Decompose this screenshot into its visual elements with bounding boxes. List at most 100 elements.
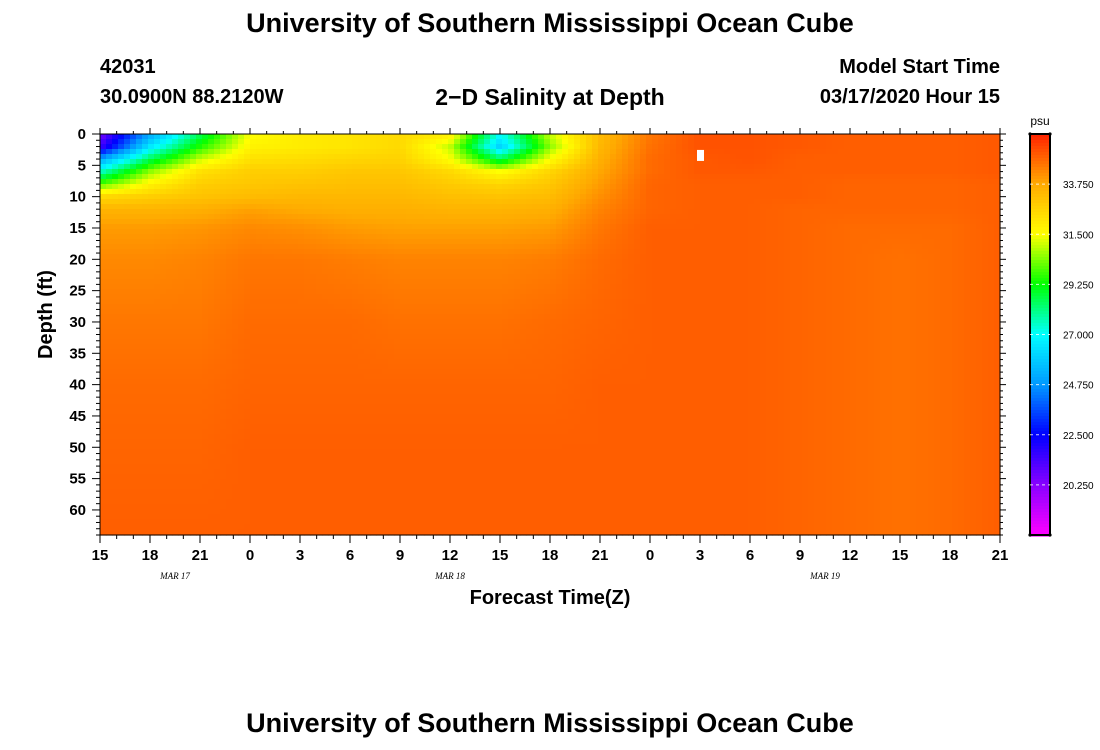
heatmap-cell — [388, 444, 395, 450]
heatmap-cell — [280, 389, 287, 395]
heatmap-cell — [268, 414, 275, 420]
heatmap-cell — [310, 404, 317, 410]
heatmap-cell — [112, 369, 119, 375]
heatmap-cell — [136, 454, 143, 460]
heatmap-cell — [316, 244, 323, 250]
heatmap-cell — [232, 509, 239, 515]
heatmap-cell — [298, 399, 305, 405]
heatmap-cell — [190, 269, 197, 275]
heatmap-cell — [160, 399, 167, 405]
heatmap-cell — [244, 489, 251, 495]
heatmap-cell — [214, 294, 221, 300]
heatmap-cell — [286, 439, 293, 445]
heatmap-cell — [148, 134, 155, 140]
heatmap-cell — [460, 469, 467, 475]
heatmap-cell — [454, 369, 461, 375]
heatmap-cell — [226, 464, 233, 470]
heatmap-cell — [112, 519, 119, 525]
heatmap-cell — [262, 404, 269, 410]
heatmap-cell — [280, 314, 287, 320]
heatmap-cell — [262, 234, 269, 240]
heatmap-cell — [436, 524, 443, 530]
heatmap-cell — [334, 304, 341, 310]
heatmap-cell — [142, 424, 149, 430]
heatmap-cell — [394, 284, 401, 290]
heatmap-cell — [118, 279, 125, 285]
heatmap-cell — [112, 359, 119, 365]
heatmap-cell — [190, 214, 197, 220]
heatmap-cell — [400, 159, 407, 165]
heatmap-cell — [340, 379, 347, 385]
heatmap-cell — [136, 234, 143, 240]
heatmap-cell — [142, 529, 149, 535]
heatmap-cell — [136, 179, 143, 185]
heatmap-cell — [286, 509, 293, 515]
heatmap-cell — [244, 199, 251, 205]
heatmap-cell — [442, 294, 449, 300]
heatmap-cell — [448, 159, 455, 165]
heatmap-cell — [382, 449, 389, 455]
heatmap-cell — [436, 434, 443, 440]
heatmap-cell — [298, 279, 305, 285]
heatmap-cell — [292, 314, 299, 320]
heatmap-cell — [256, 429, 263, 435]
heatmap-cell — [364, 194, 371, 200]
heatmap-cell — [382, 344, 389, 350]
heatmap-cell — [280, 474, 287, 480]
heatmap-cell — [136, 344, 143, 350]
heatmap-cell — [280, 284, 287, 290]
heatmap-cell — [142, 309, 149, 315]
heatmap-cell — [130, 424, 137, 430]
heatmap-cell — [232, 284, 239, 290]
heatmap-cell — [202, 374, 209, 380]
heatmap-cell — [154, 514, 161, 520]
heatmap-cell — [118, 254, 125, 260]
heatmap-cell — [226, 374, 233, 380]
heatmap-cell — [148, 254, 155, 260]
heatmap-cell — [406, 364, 413, 370]
heatmap-cell — [454, 154, 461, 160]
heatmap-cell — [454, 504, 461, 510]
heatmap-cell — [352, 209, 359, 215]
heatmap-cell — [412, 134, 419, 140]
heatmap-cell — [358, 309, 365, 315]
heatmap-cell — [226, 529, 233, 535]
heatmap-cell — [442, 269, 449, 275]
heatmap-cell — [154, 209, 161, 215]
heatmap-cell — [238, 494, 245, 500]
heatmap-cell — [322, 279, 329, 285]
heatmap-cell — [298, 344, 305, 350]
heatmap-cell — [274, 469, 281, 475]
heatmap-cell — [448, 399, 455, 405]
heatmap-cell — [154, 314, 161, 320]
heatmap-cell — [166, 444, 173, 450]
heatmap-cell — [178, 439, 185, 445]
heatmap-cell — [460, 289, 467, 295]
heatmap-cell — [172, 204, 179, 210]
heatmap-cell — [256, 319, 263, 325]
heatmap-cell — [424, 449, 431, 455]
heatmap-cell — [262, 259, 269, 265]
heatmap-cell — [400, 169, 407, 175]
heatmap-cell — [328, 304, 335, 310]
heatmap-cell — [394, 134, 401, 140]
heatmap-cell — [418, 279, 425, 285]
heatmap-cell — [448, 284, 455, 290]
heatmap-cell — [400, 464, 407, 470]
heatmap-cell — [448, 224, 455, 230]
heatmap-cell — [448, 434, 455, 440]
heatmap-cell — [400, 429, 407, 435]
heatmap-cell — [256, 294, 263, 300]
heatmap-cell — [364, 139, 371, 145]
heatmap-cell — [250, 459, 257, 465]
heatmap-cell — [376, 384, 383, 390]
heatmap-cell — [448, 249, 455, 255]
heatmap-cell — [322, 359, 329, 365]
heatmap-cell — [148, 289, 155, 295]
heatmap-cell — [340, 314, 347, 320]
heatmap-cell — [424, 489, 431, 495]
heatmap-cell — [322, 434, 329, 440]
heatmap-cell — [310, 529, 317, 535]
heatmap-cell — [100, 309, 107, 315]
heatmap-cell — [388, 384, 395, 390]
